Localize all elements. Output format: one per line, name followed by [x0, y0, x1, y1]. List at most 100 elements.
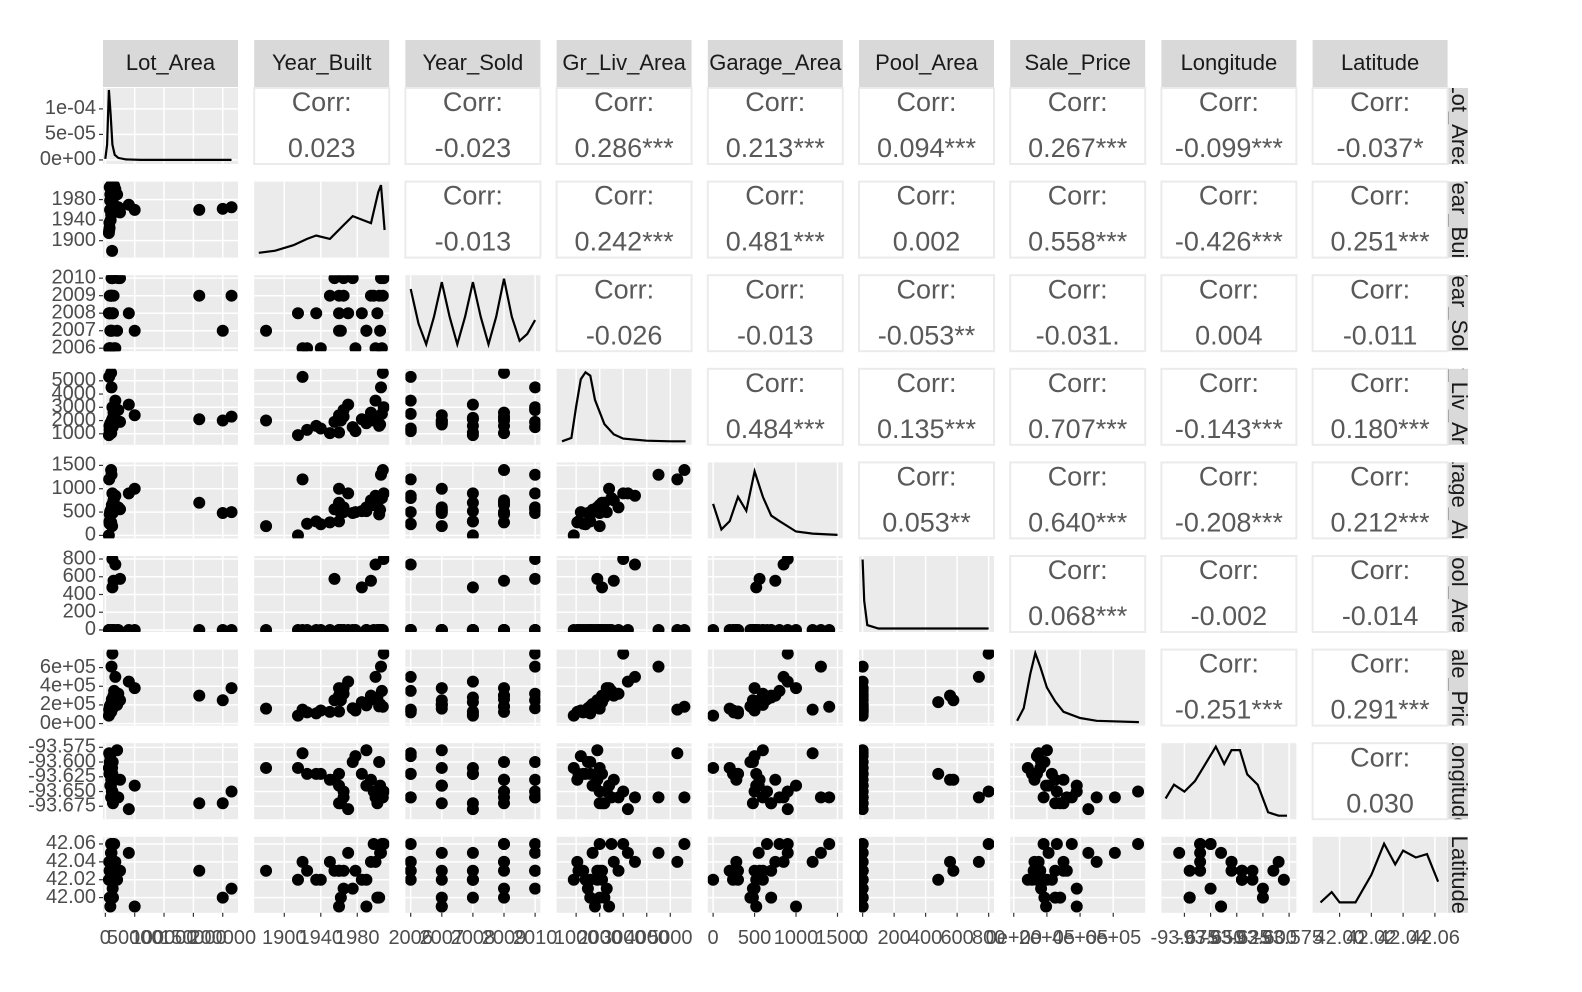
panel [103, 88, 238, 164]
panel-layer [254, 275, 390, 352]
point [323, 427, 336, 440]
point [310, 623, 323, 632]
point [328, 572, 341, 585]
point [859, 882, 869, 895]
strip-top [707, 40, 843, 87]
x-tick-label: 2009 [482, 927, 527, 949]
point [746, 797, 759, 810]
point [1042, 846, 1055, 859]
y-tick-label: 1000 [52, 477, 97, 499]
y-tick-label: 0 [85, 524, 96, 546]
corr-value: 0.004 [1195, 320, 1263, 350]
point [111, 501, 124, 514]
point [972, 855, 985, 868]
corr-value: -0.031. [1036, 320, 1120, 350]
panel-layer [1319, 836, 1440, 913]
point [371, 307, 384, 320]
corr-panel [1311, 180, 1449, 259]
corr-value: 0.707*** [1028, 414, 1128, 444]
corr-panel [858, 180, 995, 259]
point [769, 855, 782, 868]
point [529, 660, 541, 673]
point [466, 496, 479, 509]
corr-title: Corr: [1048, 87, 1108, 117]
point [584, 767, 597, 780]
point [337, 275, 350, 285]
point [1132, 837, 1145, 850]
point [859, 660, 869, 673]
point [103, 747, 116, 760]
point [607, 689, 620, 702]
corr-title: Corr: [1048, 368, 1108, 398]
x-tick-label: 2000 [577, 927, 622, 949]
point [360, 623, 373, 632]
point [346, 882, 359, 895]
corr-title: Corr: [1350, 649, 1410, 679]
point [342, 846, 355, 859]
panel [556, 368, 692, 445]
point [360, 873, 373, 886]
panel-layer [254, 462, 390, 539]
panel-layer [556, 462, 692, 539]
corr-value: 0.251*** [1331, 227, 1431, 257]
panel-layer [707, 836, 843, 913]
point [310, 515, 323, 528]
point [600, 882, 613, 895]
point [859, 864, 869, 877]
point [373, 419, 386, 432]
point [1049, 773, 1062, 786]
x-tick-label: 2008 [451, 927, 496, 949]
strip-label: Latitude [1447, 836, 1472, 914]
y-tick-label: 0e+00 [40, 148, 96, 170]
point [730, 855, 743, 868]
point [567, 529, 580, 539]
point [584, 756, 597, 769]
point [103, 623, 116, 632]
corr-value: -0.023 [435, 133, 512, 163]
strip-right-group: Gr_Liv_Area [1448, 369, 1468, 445]
point [1057, 855, 1070, 868]
point [128, 682, 141, 695]
x-tick-label: 50000 [107, 927, 163, 949]
point [1038, 891, 1051, 904]
panel-layer [405, 368, 541, 445]
strip-right-group: Year_Sold [1448, 275, 1468, 351]
point [106, 837, 119, 850]
strip-right [1448, 743, 1468, 820]
x-tick-label: 6e+05 [1085, 927, 1141, 949]
panel-layer [1010, 836, 1146, 913]
point [349, 704, 362, 717]
x-tick-label: 200 [877, 927, 910, 949]
point [678, 837, 691, 850]
panel [859, 649, 994, 726]
point [405, 407, 417, 420]
corr-panel [555, 180, 693, 259]
point [498, 855, 511, 868]
point [103, 855, 116, 868]
strip-top [556, 40, 692, 87]
y-tick-label: 1000 [52, 422, 97, 444]
point [617, 785, 630, 798]
point [405, 473, 417, 486]
panel-layer [103, 836, 238, 913]
point [765, 689, 778, 702]
point [310, 419, 323, 432]
corr-panel [1311, 648, 1449, 727]
corr-panel [706, 367, 844, 446]
point [773, 837, 786, 850]
point [405, 425, 417, 438]
point [1040, 779, 1053, 792]
panel-layer [405, 743, 541, 820]
corr-value: 0.180*** [1331, 414, 1431, 444]
strip-label: Year_Built [1447, 170, 1472, 269]
corr-panel [1311, 367, 1449, 446]
point [1183, 891, 1196, 904]
point [1267, 864, 1280, 877]
point [360, 324, 373, 337]
point [355, 581, 368, 594]
x-tick-label: 500 [738, 927, 771, 949]
y-tick-label: 2006 [52, 337, 97, 359]
y-tick-label: 2010 [52, 266, 97, 288]
corr-value: -0.208*** [1175, 508, 1284, 538]
point [405, 855, 417, 868]
